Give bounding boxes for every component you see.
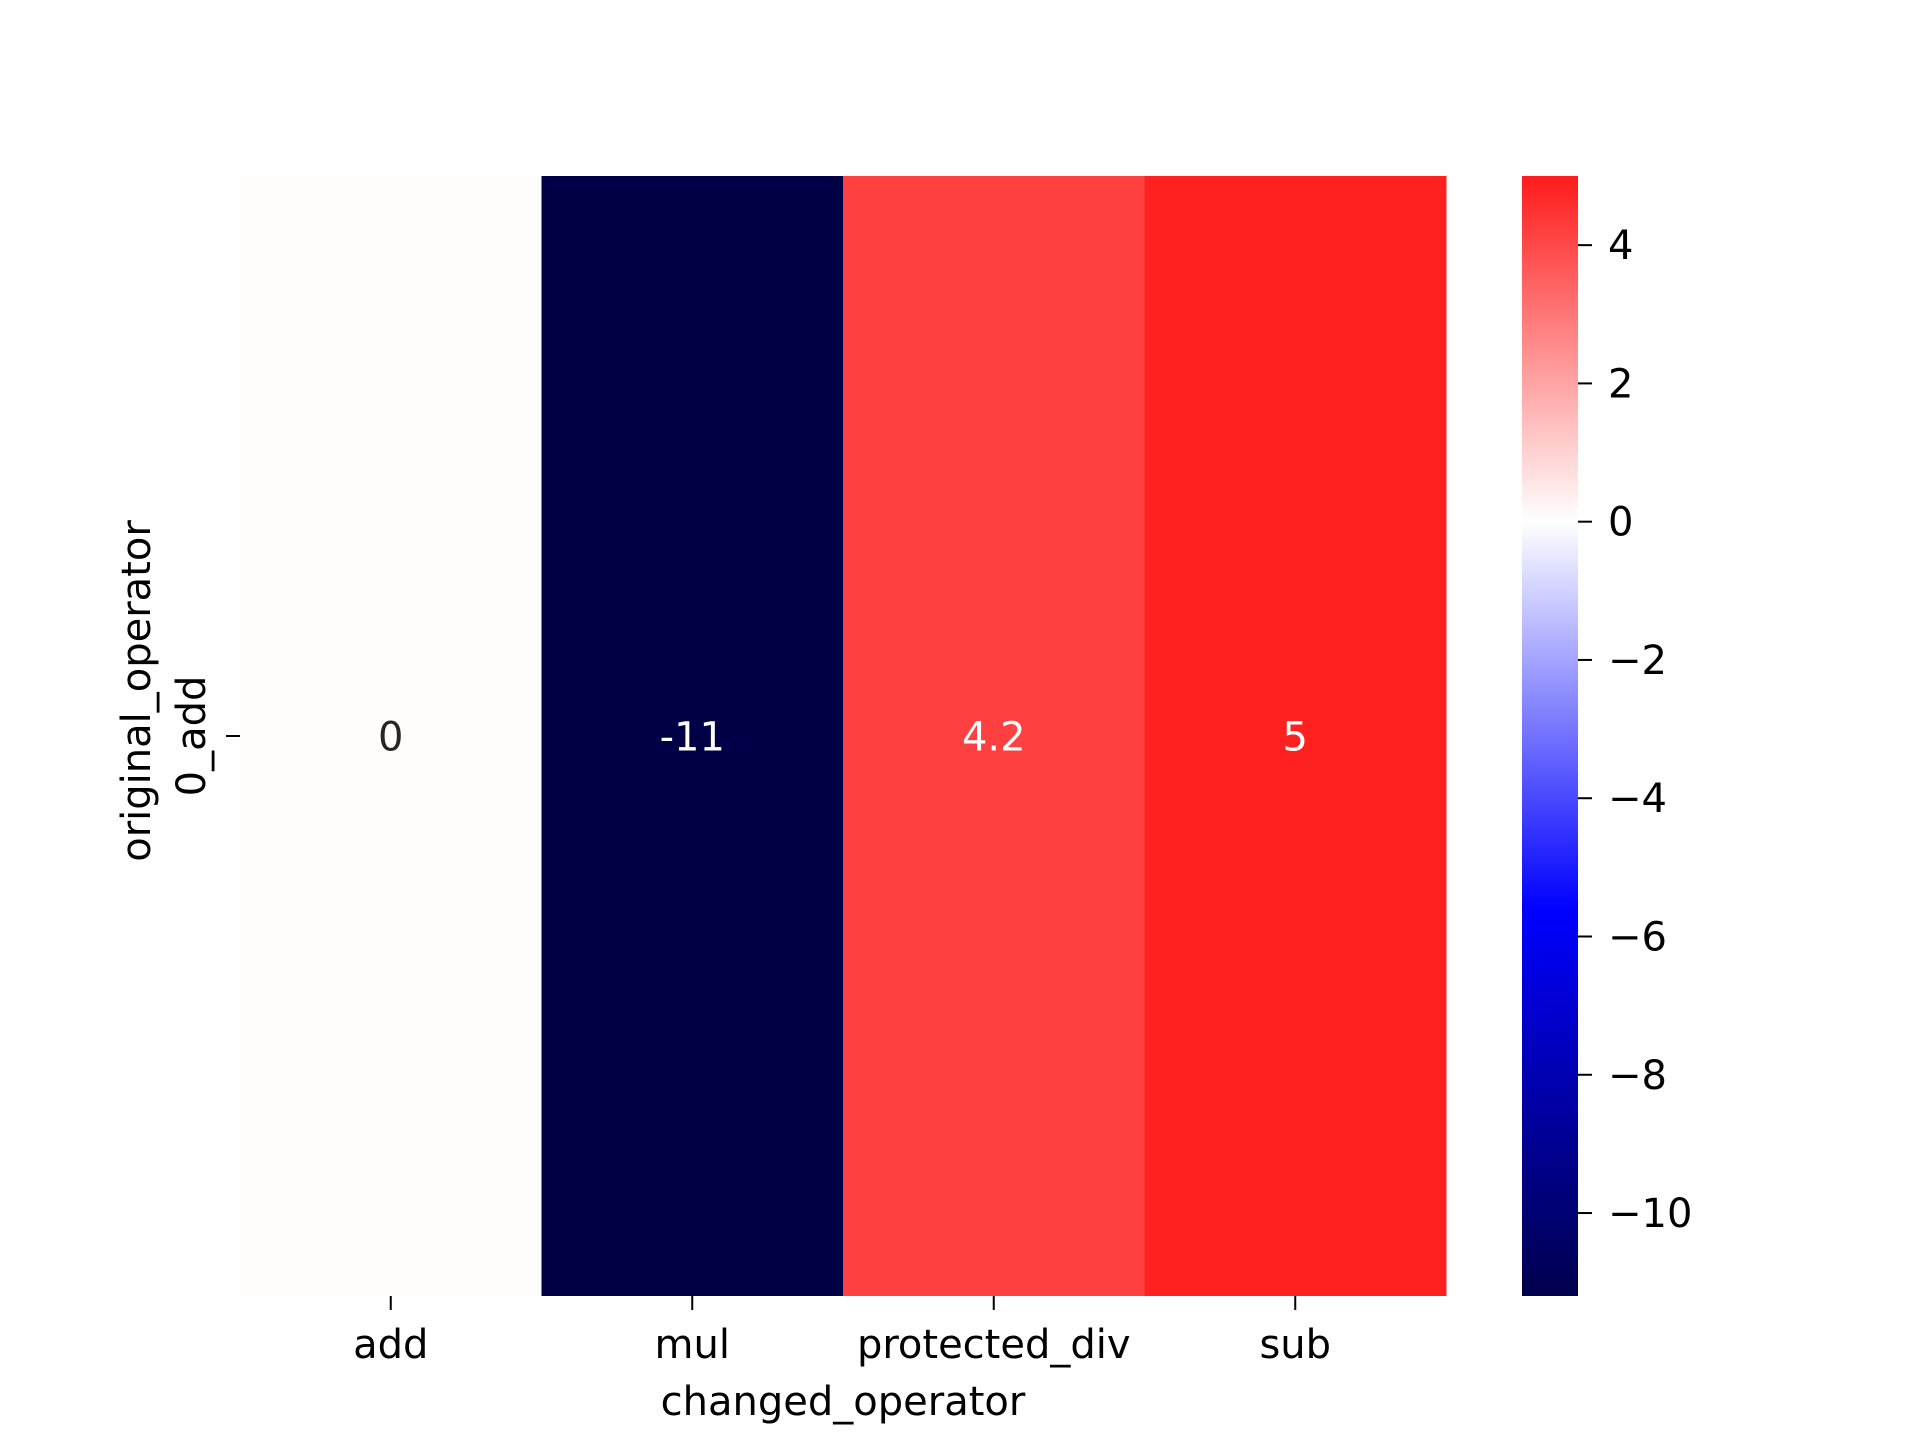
heatmap-cell-protected_div bbox=[843, 176, 1145, 1296]
x-tick-label: sub bbox=[1259, 1322, 1331, 1368]
cell-value-label: 4.2 bbox=[962, 714, 1026, 760]
colorbar-tick-label: 0 bbox=[1608, 500, 1633, 546]
colorbar-tick-label: 2 bbox=[1608, 361, 1633, 407]
colorbar-tick-label: −4 bbox=[1608, 776, 1667, 822]
x-tick-label: mul bbox=[655, 1322, 730, 1368]
x-tick-label: add bbox=[353, 1322, 428, 1368]
heatmap-cell-mul bbox=[541, 176, 844, 1296]
y-axis-label: original_operator bbox=[114, 520, 160, 862]
colorbar-tick-label: −6 bbox=[1608, 914, 1667, 960]
colorbar-tick-label: −8 bbox=[1608, 1053, 1667, 1099]
x-axis-label: changed_operator bbox=[661, 1379, 1026, 1425]
cell-value-label: 5 bbox=[1283, 714, 1308, 760]
heatmap-cell-add bbox=[240, 176, 542, 1296]
colorbar-tick-label: −10 bbox=[1608, 1191, 1692, 1237]
heatmap-cell-sub bbox=[1144, 176, 1447, 1296]
x-axis: add mul protected_div sub bbox=[353, 1296, 1331, 1368]
colorbar-tick-label: 4 bbox=[1608, 223, 1633, 269]
cell-value-label: -11 bbox=[660, 714, 725, 760]
y-axis: 0_add bbox=[169, 676, 240, 797]
heatmap-cell-labels: 0 -11 4.2 5 bbox=[378, 714, 1308, 760]
colorbar-tick-label: −2 bbox=[1608, 638, 1667, 684]
x-tick-label: protected_div bbox=[857, 1322, 1131, 1368]
colorbar: 4 2 0 −2 −4 −6 −8 −10 bbox=[1522, 176, 1692, 1296]
cell-value-label: 0 bbox=[378, 714, 403, 760]
heatmap-cells bbox=[240, 176, 1447, 1296]
y-tick-label: 0_add bbox=[169, 676, 215, 797]
colorbar-gradient bbox=[1522, 176, 1578, 1296]
